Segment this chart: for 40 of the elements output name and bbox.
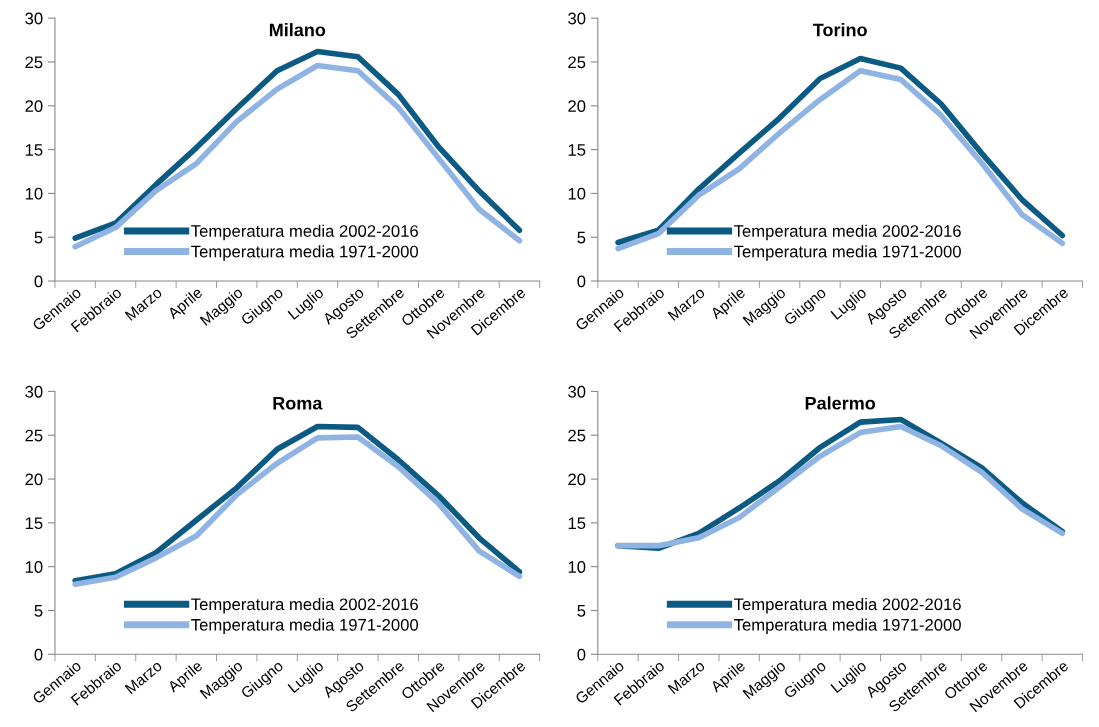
legend-label: Temperatura media 1971-2000 xyxy=(734,618,961,635)
y-tick-label: 5 xyxy=(577,605,586,617)
y-tick-label: 0 xyxy=(577,648,586,661)
legend-label: Temperatura media 2002-2016 xyxy=(734,224,961,241)
y-tick-label: 5 xyxy=(34,231,43,244)
y-tick-label: 5 xyxy=(577,231,586,244)
y-tick-label: 30 xyxy=(568,12,586,25)
y-tick-label: 30 xyxy=(568,385,586,398)
y-tick-label: 20 xyxy=(25,100,43,112)
y-tick-label: 25 xyxy=(568,429,586,442)
y-tick-label: 10 xyxy=(25,561,43,573)
chart-title: Milano xyxy=(269,23,326,37)
y-tick-label: 20 xyxy=(25,473,43,486)
legend-label: Temperatura media 1971-2000 xyxy=(191,618,419,635)
legend-label: Temperatura media 2002-2016 xyxy=(734,597,961,614)
y-tick-label: 30 xyxy=(25,12,43,25)
y-tick-label: 0 xyxy=(34,648,43,661)
legend-label: Temperatura media 1971-2000 xyxy=(191,245,419,261)
y-tick-label: 0 xyxy=(34,275,43,288)
y-tick-label: 15 xyxy=(25,517,43,530)
y-tick-label: 15 xyxy=(568,517,586,530)
legend-label: Temperatura media 1971-2000 xyxy=(734,245,961,261)
y-tick-label: 0 xyxy=(577,275,586,288)
y-tick-label: 10 xyxy=(25,187,43,200)
y-tick-label: 25 xyxy=(25,56,43,69)
chart-title: Torino xyxy=(812,23,867,37)
y-tick-label: 5 xyxy=(34,605,43,617)
y-tick-label: 25 xyxy=(25,429,43,442)
y-tick-label: 20 xyxy=(568,100,586,112)
y-tick-label: 25 xyxy=(568,56,586,69)
y-tick-label: 30 xyxy=(25,385,43,398)
legend-label: Temperatura media 2002-2016 xyxy=(191,224,418,241)
y-tick-label: 10 xyxy=(568,187,586,200)
legend-label: Temperatura media 2002-2016 xyxy=(191,597,418,614)
y-tick-label: 15 xyxy=(25,144,43,156)
y-tick-label: 15 xyxy=(568,144,586,156)
y-tick-label: 10 xyxy=(568,561,586,573)
y-tick-label: 20 xyxy=(568,473,586,486)
chart-title: Palermo xyxy=(805,396,876,410)
chart-title: Roma xyxy=(273,396,323,410)
